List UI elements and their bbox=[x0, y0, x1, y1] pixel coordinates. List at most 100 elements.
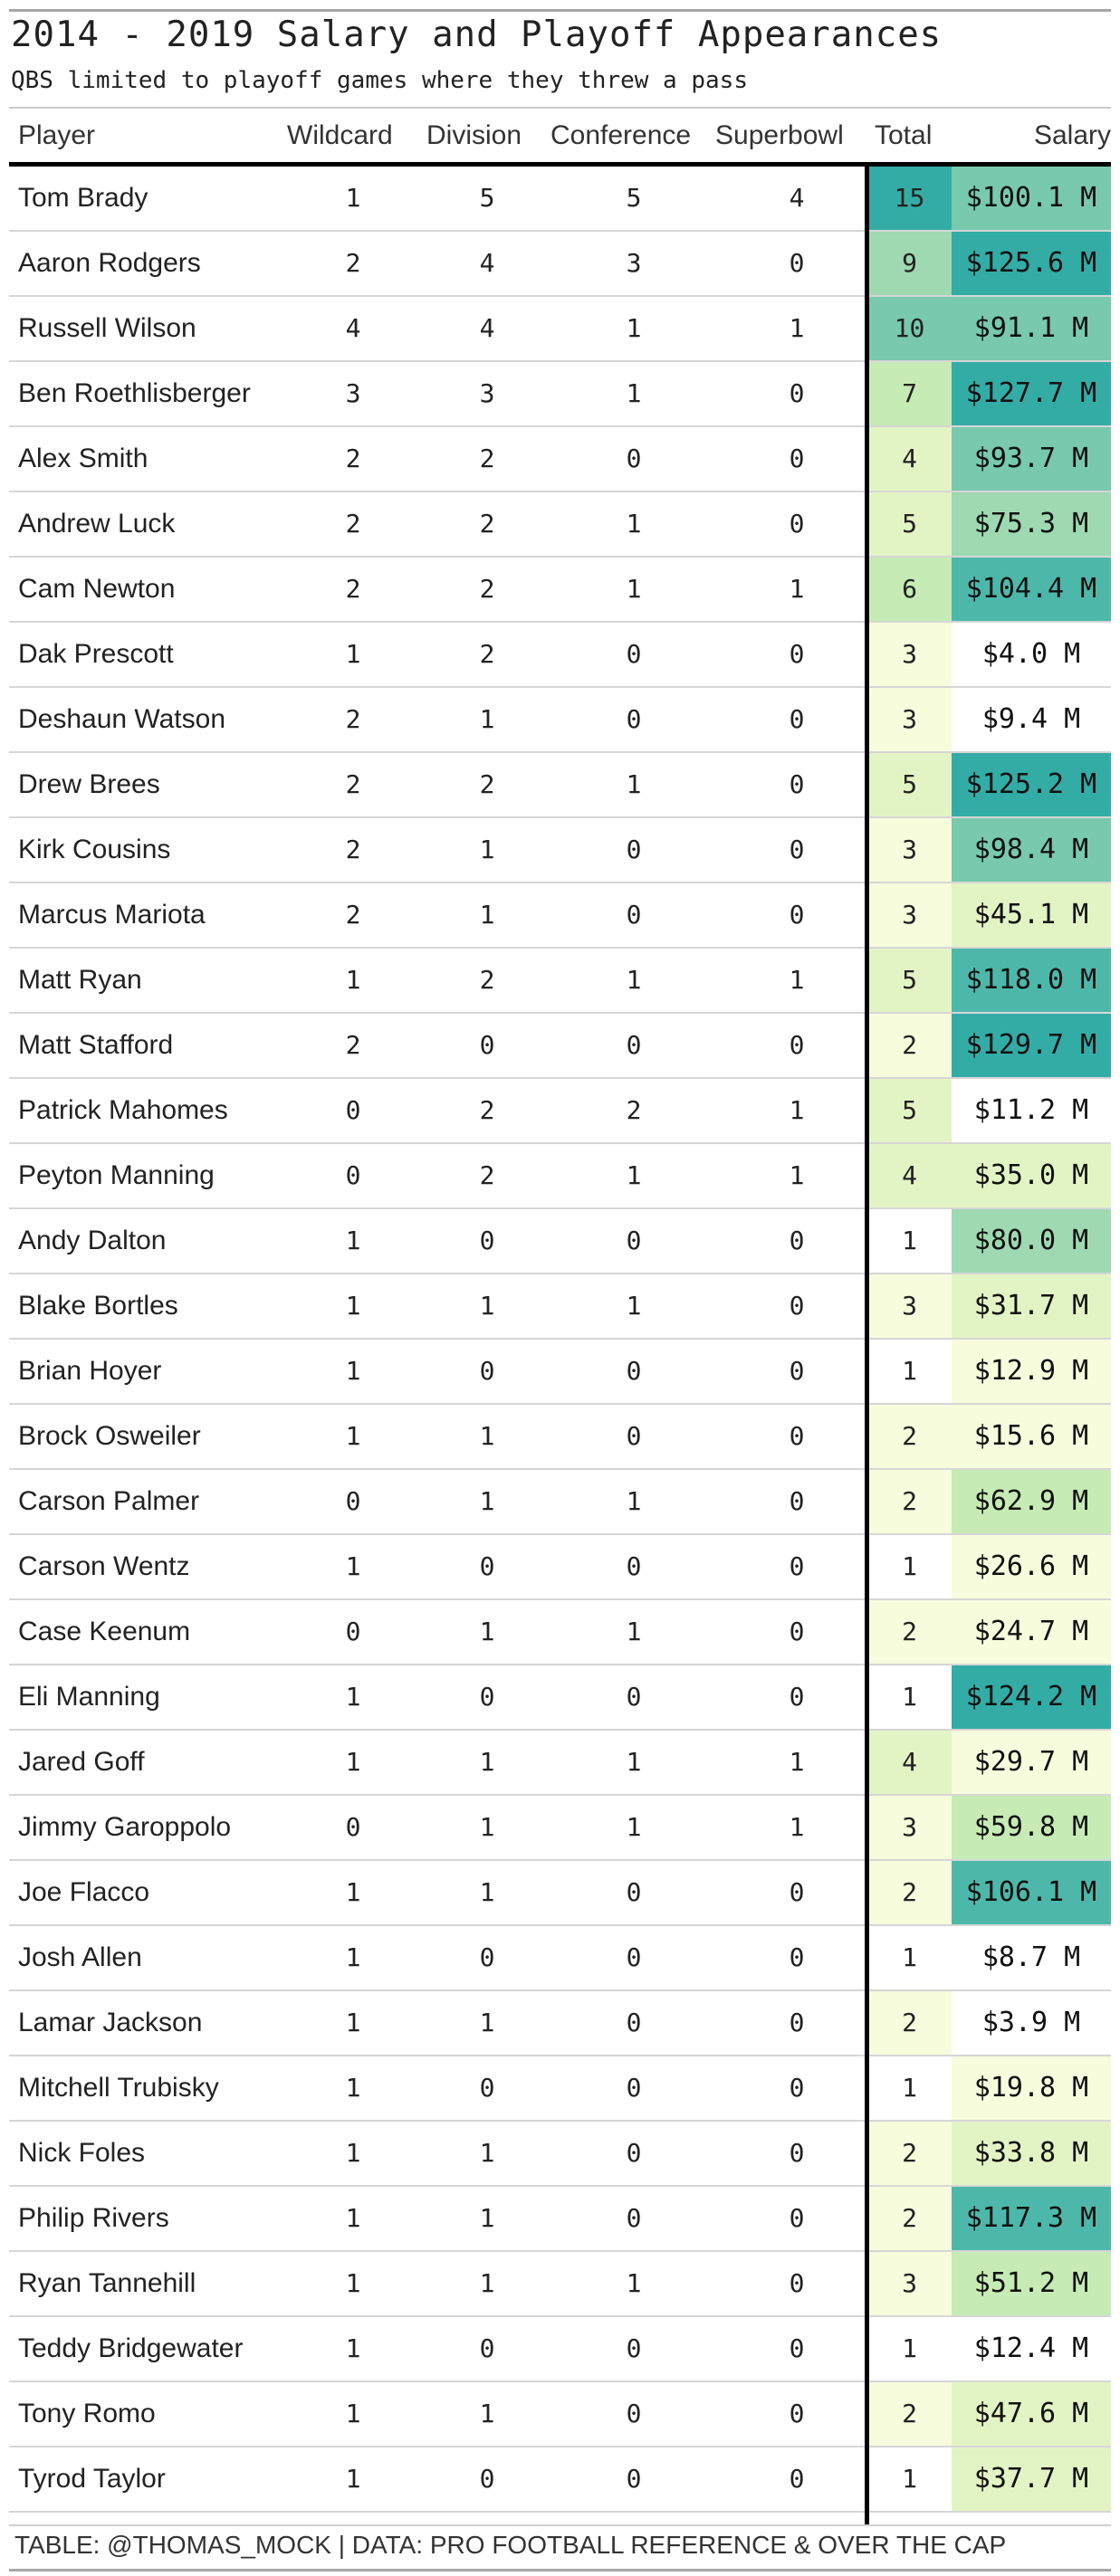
header-wildcard: Wildcard bbox=[287, 120, 393, 150]
division-count: 1 bbox=[479, 1421, 495, 1451]
wildcard-count: 1 bbox=[345, 1226, 361, 1255]
player-name: Marcus Mariota bbox=[18, 900, 206, 930]
player-name: Blake Bortles bbox=[18, 1291, 178, 1321]
salary-value: $12.9 M bbox=[952, 1340, 1111, 1403]
wildcard-count: 1 bbox=[345, 2008, 361, 2037]
salary-value: $45.1 M bbox=[952, 883, 1111, 947]
table-row: Andy Dalton 1 0 0 0 1 $80.0 M bbox=[9, 1209, 1111, 1274]
total-count: 3 bbox=[867, 623, 952, 686]
table-row: Matt Ryan 1 2 1 1 5 $118.0 M bbox=[9, 949, 1111, 1014]
salary-value: $106.1 M bbox=[952, 1861, 1111, 1924]
player-name: Ryan Tannehill bbox=[18, 2268, 196, 2298]
superbowl-count: 0 bbox=[789, 2399, 805, 2428]
division-count: 0 bbox=[479, 1682, 495, 1712]
division-count: 1 bbox=[479, 2203, 495, 2233]
table-body: Tom Brady 1 5 5 4 15 $100.1 M Aaron Rodgers 2 4 3 0… bbox=[9, 167, 1111, 2513]
salary-value: $62.9 M bbox=[952, 1470, 1111, 1533]
division-count: 5 bbox=[479, 183, 495, 213]
player-name: Drew Brees bbox=[18, 769, 160, 799]
table-row: Deshaun Watson 2 1 0 0 3 $9.4 M bbox=[9, 688, 1111, 753]
conference-count: 0 bbox=[626, 1877, 642, 1907]
superbowl-count: 0 bbox=[789, 2333, 805, 2363]
conference-count: 1 bbox=[626, 1291, 642, 1321]
division-count: 2 bbox=[479, 509, 495, 539]
total-count: 1 bbox=[867, 2447, 952, 2511]
table-row: Andrew Luck 2 2 1 0 5 $75.3 M bbox=[9, 492, 1111, 558]
player-name: Brian Hoyer bbox=[18, 1356, 162, 1386]
total-count: 1 bbox=[867, 1926, 952, 1989]
table-row: Lamar Jackson 1 1 0 0 2 $3.9 M bbox=[9, 1991, 1111, 2056]
superbowl-count: 1 bbox=[789, 965, 805, 995]
table-row: Ben Roethlisberger 3 3 1 0 7 $127.7 M bbox=[9, 362, 1111, 427]
conference-count: 0 bbox=[626, 1356, 642, 1386]
table-row: Carson Palmer 0 1 1 0 2 $62.9 M bbox=[9, 1470, 1111, 1535]
wildcard-count: 1 bbox=[345, 2203, 361, 2233]
total-count: 1 bbox=[867, 2317, 952, 2380]
superbowl-count: 0 bbox=[789, 2008, 805, 2037]
wildcard-count: 1 bbox=[345, 1421, 361, 1451]
salary-value: $47.6 M bbox=[952, 2382, 1111, 2446]
conference-count: 0 bbox=[626, 2008, 642, 2037]
conference-count: 0 bbox=[626, 2138, 642, 2168]
superbowl-count: 0 bbox=[789, 639, 805, 669]
table-row: Cam Newton 2 2 1 1 6 $104.4 M bbox=[9, 558, 1111, 623]
salary-value: $59.8 M bbox=[952, 1796, 1111, 1859]
total-count: 5 bbox=[867, 949, 952, 1012]
table-row: Case Keenum 0 1 1 0 2 $24.7 M bbox=[9, 1600, 1111, 1665]
player-name: Brock Osweiler bbox=[18, 1421, 201, 1451]
salary-value: $4.0 M bbox=[952, 623, 1111, 686]
total-count: 2 bbox=[867, 1861, 952, 1924]
superbowl-count: 0 bbox=[789, 1682, 805, 1712]
conference-count: 2 bbox=[626, 1095, 642, 1125]
superbowl-count: 1 bbox=[789, 1160, 805, 1190]
salary-value: $3.9 M bbox=[952, 1991, 1111, 2055]
wildcard-count: 2 bbox=[345, 900, 361, 930]
division-count: 1 bbox=[479, 835, 495, 864]
total-count: 2 bbox=[867, 2187, 952, 2250]
division-count: 0 bbox=[479, 1226, 495, 1255]
salary-value: $100.1 M bbox=[952, 167, 1111, 230]
total-column-divider bbox=[865, 167, 869, 2524]
salary-value: $91.1 M bbox=[952, 297, 1111, 360]
table-bottom-rule bbox=[9, 2524, 1111, 2526]
player-name: Patrick Mahomes bbox=[18, 1095, 228, 1125]
superbowl-count: 0 bbox=[789, 1356, 805, 1386]
wildcard-count: 2 bbox=[345, 574, 361, 604]
wildcard-count: 1 bbox=[345, 2464, 361, 2494]
player-name: Tyrod Taylor bbox=[18, 2464, 166, 2494]
player-name: Teddy Bridgewater bbox=[18, 2333, 244, 2363]
total-count: 15 bbox=[867, 167, 952, 230]
player-name: Nick Foles bbox=[18, 2138, 146, 2168]
total-count: 4 bbox=[867, 1731, 952, 1794]
superbowl-count: 0 bbox=[789, 900, 805, 930]
superbowl-count: 0 bbox=[789, 1226, 805, 1255]
total-count: 4 bbox=[867, 1144, 952, 1207]
conference-count: 1 bbox=[626, 1747, 642, 1777]
player-name: Ben Roethlisberger bbox=[18, 378, 251, 408]
wildcard-count: 2 bbox=[345, 835, 361, 864]
conference-count: 0 bbox=[626, 1682, 642, 1712]
division-count: 1 bbox=[479, 2399, 495, 2428]
player-name: Russell Wilson bbox=[18, 313, 196, 343]
conference-count: 1 bbox=[626, 2268, 642, 2298]
superbowl-count: 0 bbox=[789, 2138, 805, 2168]
conference-count: 0 bbox=[626, 1942, 642, 1972]
header-player: Player bbox=[18, 120, 96, 150]
table-row: Philip Rivers 1 1 0 0 2 $117.3 M bbox=[9, 2187, 1111, 2252]
header-top-rule bbox=[9, 107, 1111, 109]
player-name: Jimmy Garoppolo bbox=[18, 1812, 232, 1842]
wildcard-count: 1 bbox=[345, 965, 361, 995]
division-count: 1 bbox=[479, 1812, 495, 1842]
conference-count: 1 bbox=[626, 313, 642, 343]
wildcard-count: 2 bbox=[345, 1030, 361, 1060]
table-row: Matt Stafford 2 0 0 0 2 $129.7 M bbox=[9, 1014, 1111, 1079]
table-row: Teddy Bridgewater 1 0 0 0 1 $12.4 M bbox=[9, 2317, 1111, 2382]
salary-value: $118.0 M bbox=[952, 949, 1111, 1012]
header-bottom-rule bbox=[9, 162, 1111, 167]
wildcard-count: 1 bbox=[345, 1747, 361, 1777]
table-row: Josh Allen 1 0 0 0 1 $8.7 M bbox=[9, 1926, 1111, 1991]
player-name: Alex Smith bbox=[18, 444, 148, 473]
table-row: Russell Wilson 4 4 1 1 10 $91.1 M bbox=[9, 297, 1111, 362]
total-count: 5 bbox=[867, 492, 952, 556]
